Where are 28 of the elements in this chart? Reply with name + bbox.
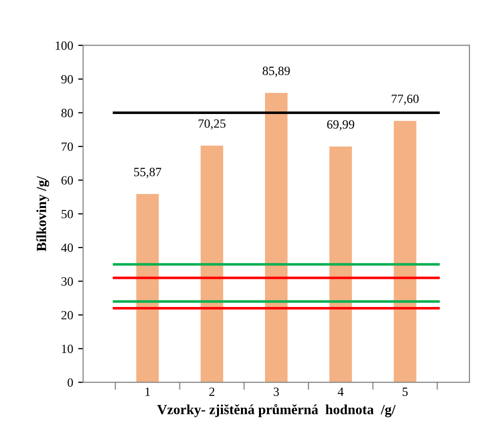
y-tick-label: 90 — [61, 75, 73, 84]
data-label: 55,87 — [134, 168, 162, 178]
data-label: 77,60 — [392, 94, 419, 105]
y-tick-label: 50 — [62, 210, 73, 218]
x-tick-label: 2 — [209, 388, 214, 396]
bar — [136, 194, 159, 382]
y-tick-label: 40 — [61, 244, 73, 252]
data-label: 70,25 — [198, 119, 226, 130]
x-tick-label: 4 — [338, 388, 344, 396]
x-tick-label: 5 — [402, 388, 408, 396]
bar — [265, 92, 288, 382]
bar — [200, 146, 224, 382]
data-label: 85,89 — [262, 66, 290, 77]
y-tick-label: 100 — [56, 41, 73, 50]
bar — [394, 120, 416, 382]
y-tick-label: 70 — [62, 142, 73, 151]
y-tick-label: 60 — [61, 176, 73, 185]
y-tick-label: 0 — [68, 378, 73, 387]
x-tick-label: 3 — [274, 388, 279, 396]
y-tick-label: 20 — [61, 310, 73, 320]
x-axis-title: Vzorky- zjištěná průměrná hodnota /g/ — [157, 404, 396, 418]
data-label: 69,99 — [327, 120, 354, 130]
y-tick-label: 30 — [62, 277, 73, 286]
x-tick-label: 1 — [145, 388, 150, 396]
y-tick-label: 10 — [62, 344, 73, 354]
y-tick-label: 80 — [61, 108, 73, 118]
bar — [329, 146, 352, 382]
y-axis-title: Bílkoviny /g/ — [36, 176, 50, 252]
